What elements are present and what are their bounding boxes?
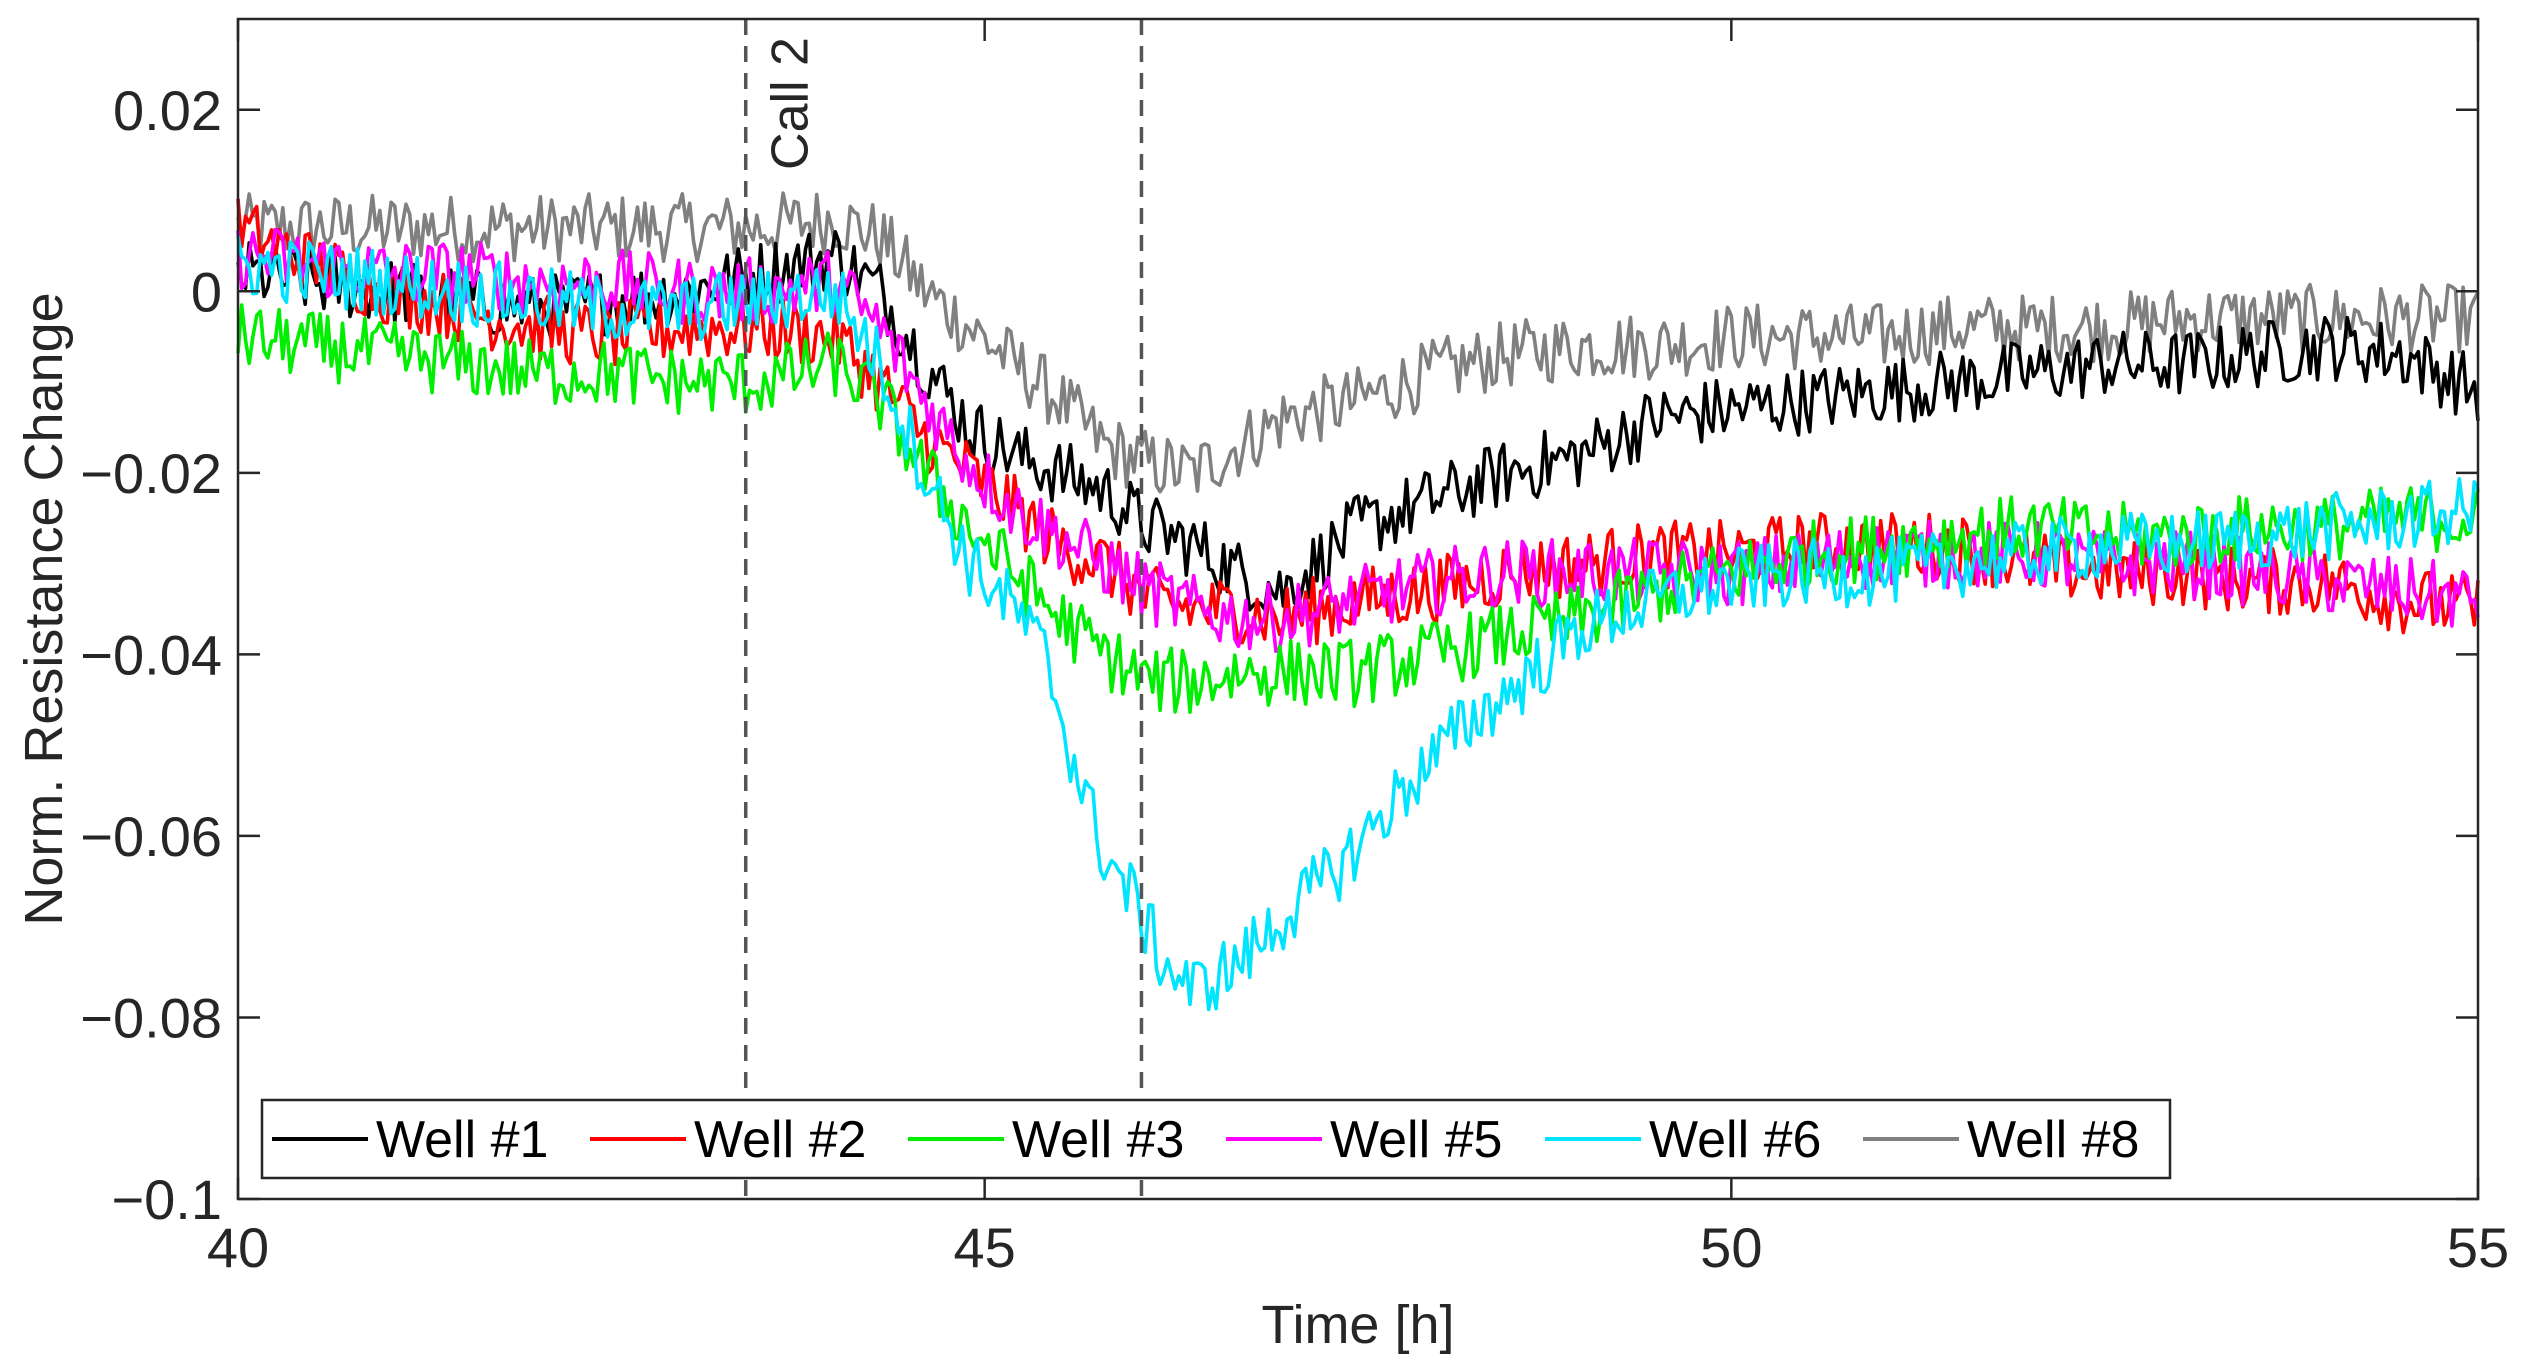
tick-layer: 40 45 50 55 0.02 0 −0.02 −0.04 −0.06 −0.08 −0.1 (80, 19, 2509, 1279)
y-tick-label: 0 (191, 260, 222, 323)
y-tick-label: 0.02 (113, 79, 222, 142)
y-tick-label: −0.06 (80, 805, 222, 868)
x-tick-label: 50 (1700, 1216, 1762, 1279)
series-line-well-8 (236, 191, 2480, 494)
y-tick-label: −0.02 (80, 442, 222, 505)
x-tick-label: 55 (2447, 1216, 2509, 1279)
x-axis-label: Time [h] (1261, 1295, 1454, 1355)
annotation-layer: Call 2 (743, 19, 1144, 1199)
annotation-label: Call 2 (762, 37, 820, 170)
legend-label-well-2: Well #2 (694, 1111, 866, 1169)
series-line-well-1 (236, 230, 2480, 612)
legend-box (260, 1098, 2172, 1180)
series-line-well-6 (236, 235, 2480, 1012)
y-tick-label: −0.08 (80, 986, 222, 1049)
plot-frame (236, 17, 2480, 1201)
x-tick-label: 40 (207, 1216, 269, 1279)
y-axis-label: Norm. Resistance Change (14, 292, 74, 925)
x-tick-label: 45 (954, 1216, 1016, 1279)
legend-label-well-1: Well #1 (376, 1111, 548, 1169)
series-layer (236, 191, 2480, 1012)
legend-label-well-8: Well #8 (1967, 1111, 2139, 1169)
y-tick-label: −0.1 (111, 1168, 222, 1231)
legend-label-well-3: Well #3 (1012, 1111, 1184, 1169)
legend-label-well-5: Well #5 (1330, 1111, 1502, 1169)
legend-label-well-6: Well #6 (1649, 1111, 1821, 1169)
legend: Well #1 Well #2 Well #3 Well #5 Well #6 Well … (260, 1098, 2172, 1180)
y-tick-label: −0.04 (80, 623, 222, 686)
